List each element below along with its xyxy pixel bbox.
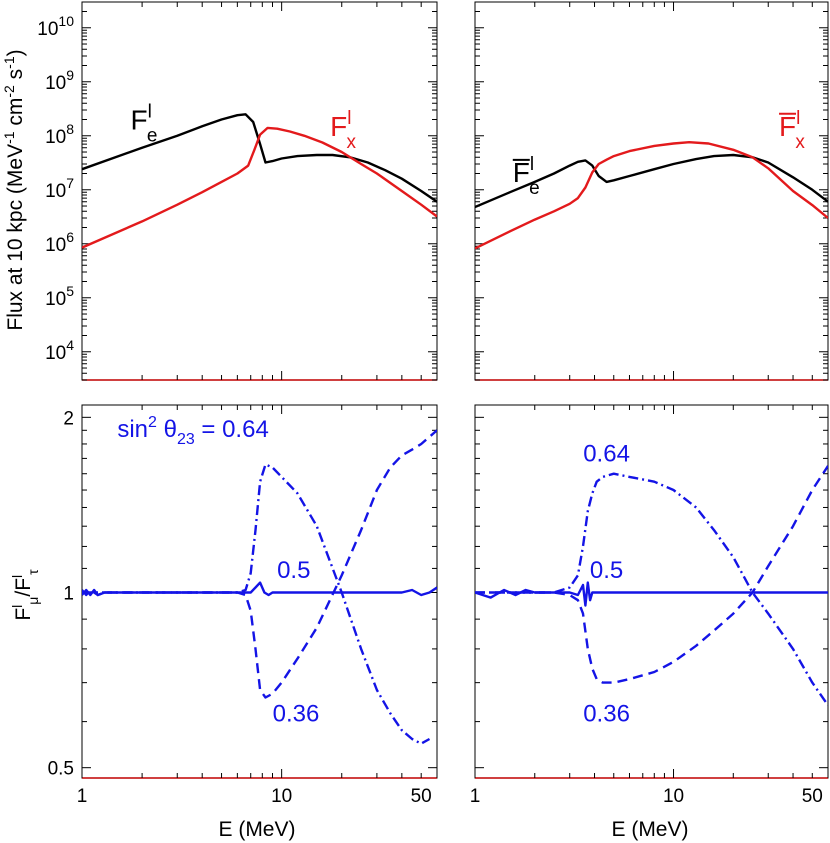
- plot-frame: [474, 1, 829, 381]
- x-axis-label-right: E (MeV): [611, 818, 688, 841]
- series-line-solid-0: [82, 581, 437, 597]
- series-line-solid-0: [475, 581, 828, 607]
- series-line-dashdot-2: [82, 463, 431, 745]
- y-tick-label: 2: [63, 408, 74, 429]
- y-tick-label: 0.5: [48, 759, 74, 780]
- series-line-dashed-1: [475, 465, 828, 684]
- plot-frame: [81, 1, 438, 381]
- x-tick-label: 10: [271, 786, 292, 807]
- mixing-value-label: 0.5: [277, 557, 310, 584]
- y-tick-label: 109: [45, 67, 74, 94]
- x-tick-label: 1: [77, 786, 88, 807]
- x-tick-label: 10: [663, 786, 684, 807]
- curve-label: Fl x: [779, 108, 805, 153]
- x-tick-label: 50: [802, 786, 823, 807]
- curve-label: Fl e: [131, 102, 158, 147]
- y-axis-label-top: Flux at 10 kpc (MeV-1 cm-2 s-1): [1, 49, 27, 330]
- mixing-value-label: 0.5: [590, 557, 623, 584]
- y-tick-label: 108: [45, 121, 74, 148]
- panel-bottom-right: 1 10 50 0.64 0.5 0.36: [470, 404, 829, 807]
- series-line-solid-1: [475, 140, 828, 250]
- series-line-solid-0: [475, 153, 828, 209]
- x-tick-label: 1: [470, 786, 481, 807]
- y-tick-label: 1: [63, 584, 74, 605]
- y-tick-label: 106: [45, 229, 74, 256]
- panel-top-right: Fl e Fl x: [474, 1, 829, 381]
- mixing-value-label: 0.36: [583, 701, 630, 728]
- series-line-solid-0: [82, 113, 437, 203]
- series-line-solid-1: [82, 126, 437, 249]
- x-tick-label: 50: [411, 786, 432, 807]
- panel-top-left: 104 105 106 107 108 109 1010 Fl e Fl x: [37, 1, 438, 381]
- panels: 104 105 106 107 108 109 1010 Fl e Fl x Fl e Fl x 1 10 50 0…: [37, 1, 829, 807]
- curve-label: Fl x: [330, 108, 356, 153]
- curve-label: Fl e: [513, 154, 540, 199]
- mixing-value-label: 0.36: [273, 701, 320, 728]
- x-axis-label-left: E (MeV): [218, 818, 295, 841]
- series-line-dashed-1: [82, 429, 437, 699]
- mixing-angle-label: sin2 θ23 = 0.64: [117, 414, 268, 448]
- y-tick-label: 104: [45, 337, 74, 364]
- mixing-value-label: 0.64: [583, 440, 630, 467]
- y-tick-label: 1010: [37, 13, 74, 40]
- y-axis-label-bottom: Flμ/Flτ: [9, 569, 41, 621]
- y-tick-label: 105: [45, 283, 74, 310]
- series-line-dashdot-2: [475, 472, 828, 706]
- y-tick-label: 107: [45, 175, 74, 202]
